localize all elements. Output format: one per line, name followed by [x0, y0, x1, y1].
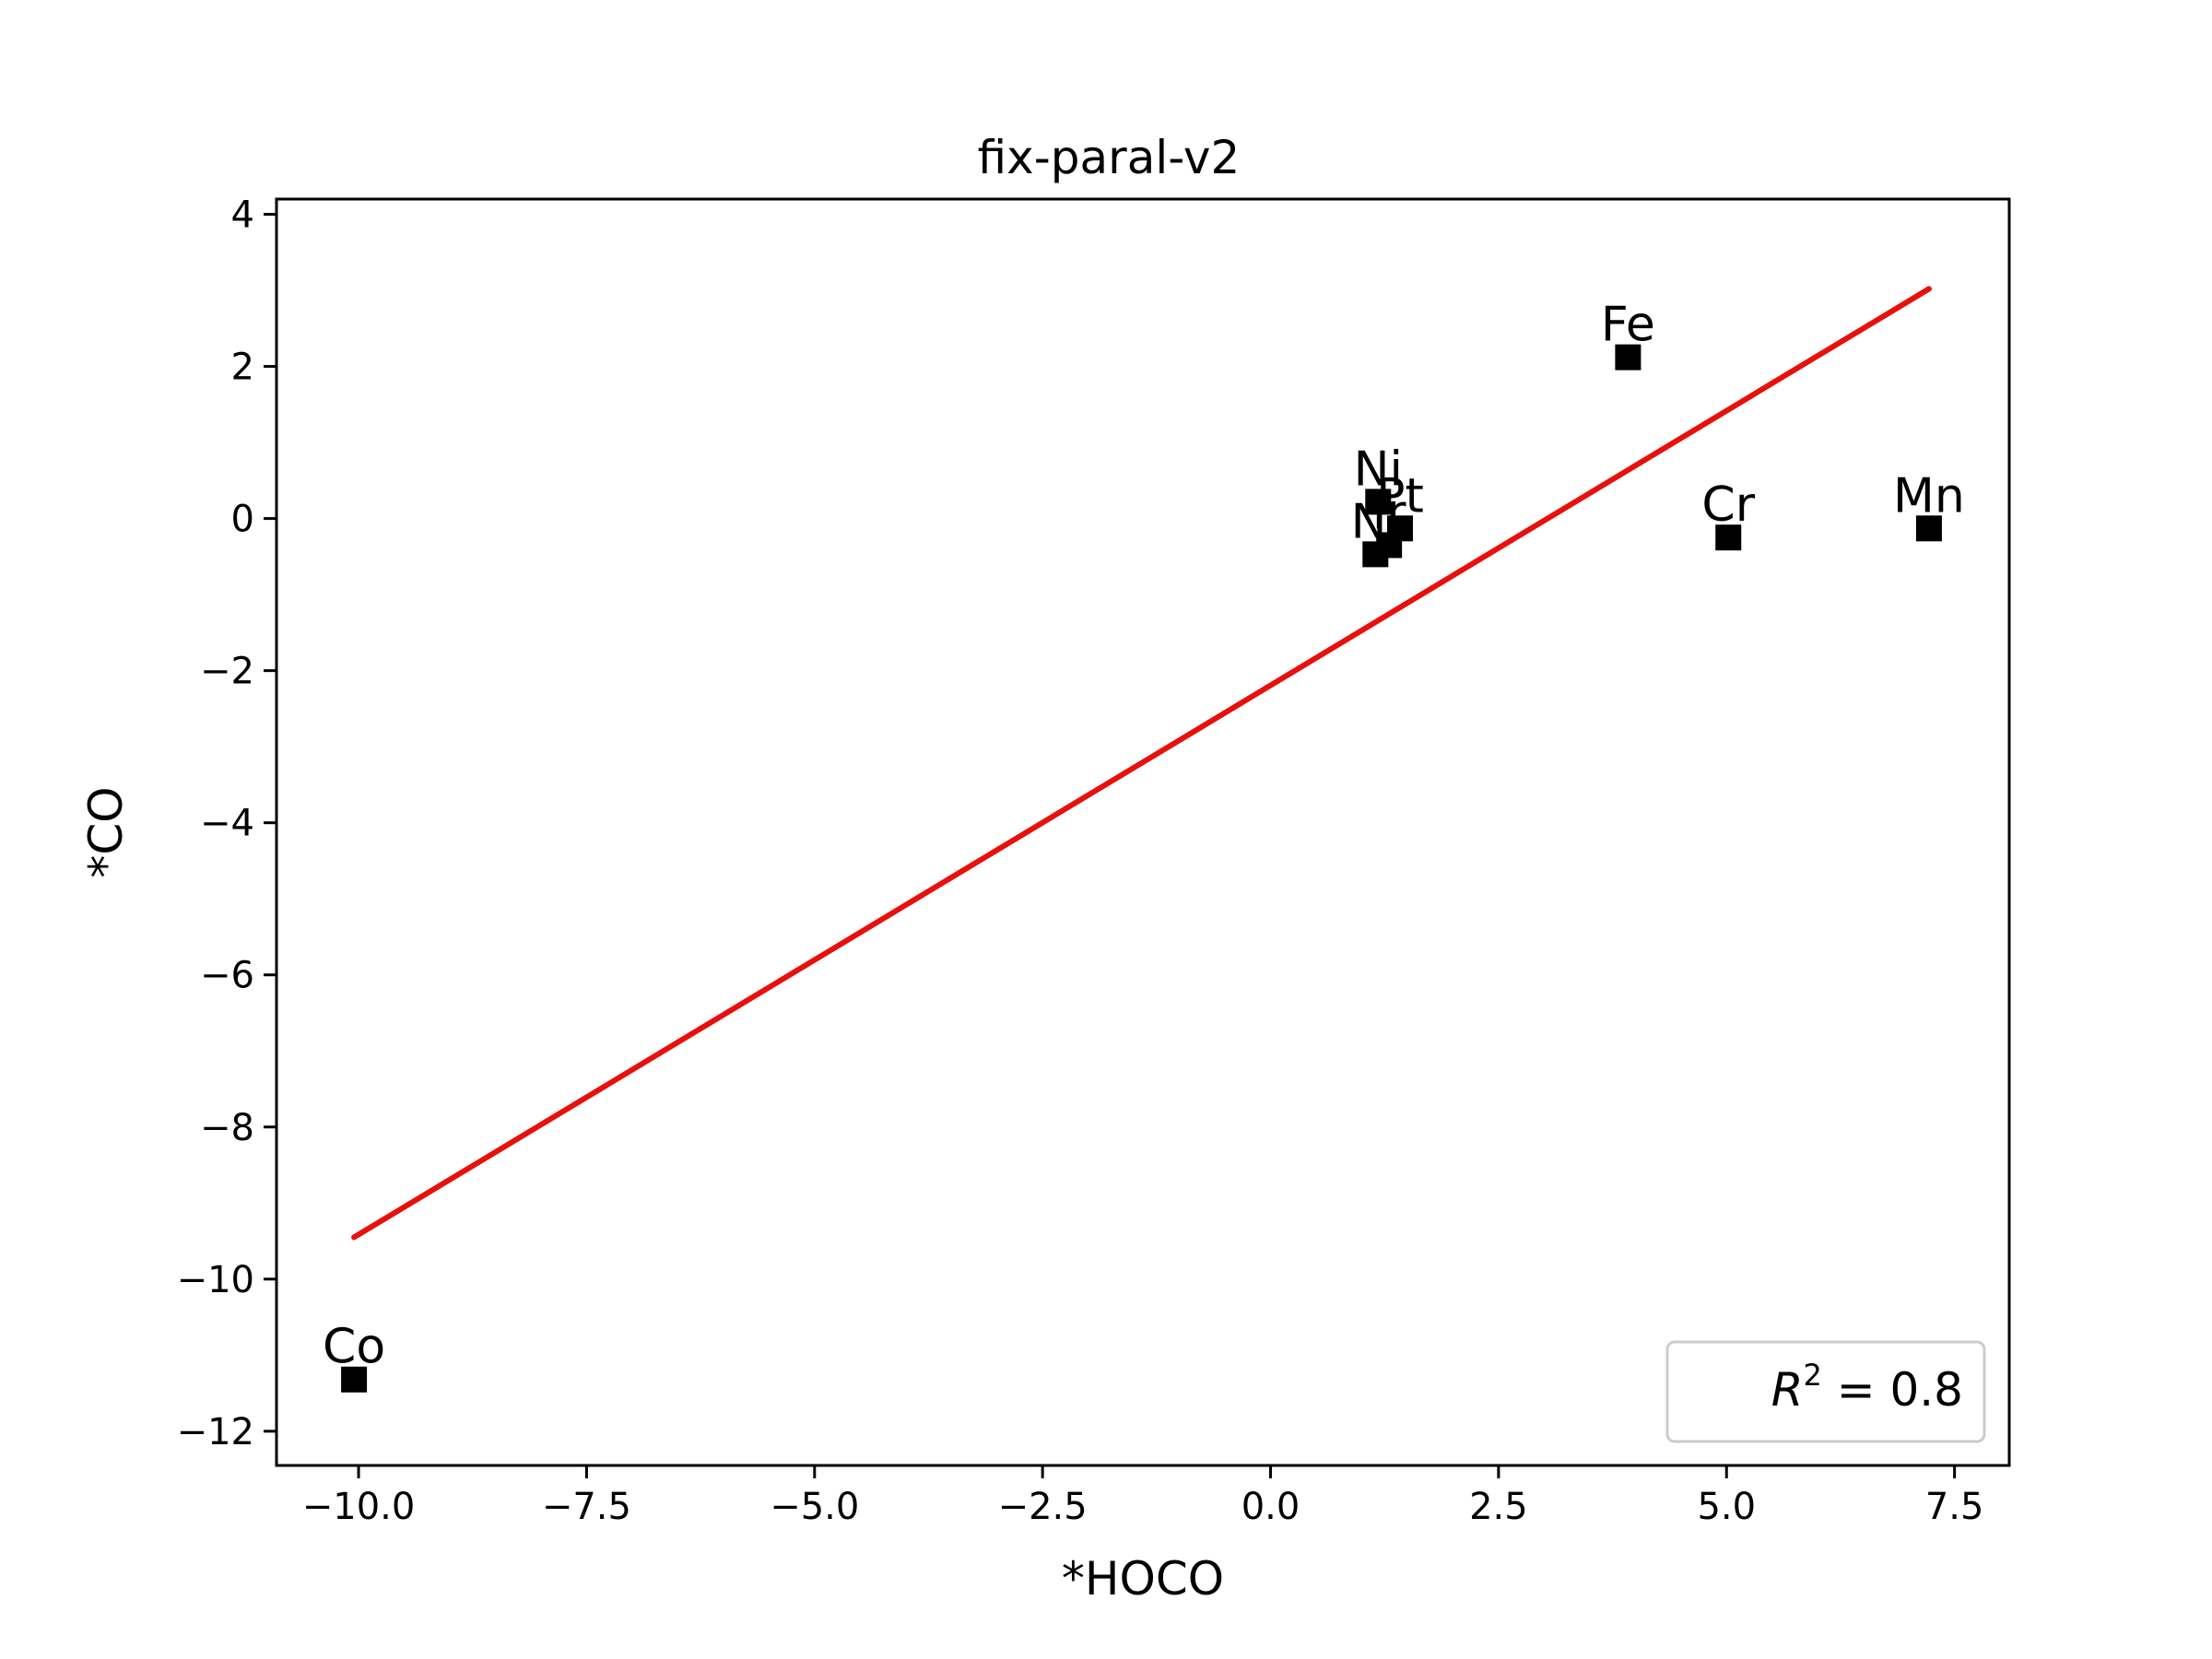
legend-exponent: 2: [1803, 1358, 1821, 1393]
y-tick-label: −10: [177, 1259, 254, 1301]
x-tick-label: 5.0: [1697, 1486, 1756, 1528]
y-tick-label: 2: [231, 347, 254, 389]
x-tick-label: −7.5: [542, 1486, 631, 1528]
chart-title: fix-paral-v2: [978, 131, 1241, 184]
data-point-ni: [1365, 488, 1392, 515]
x-tick-label: 2.5: [1469, 1486, 1528, 1528]
data-points-layer: [341, 344, 1942, 1393]
regression-line-layer: [351, 286, 1932, 1241]
x-axis-ticks: −10.0 −7.5 −5.0 −2.5 0.0 2.5 5.0 7.5: [302, 1465, 1984, 1528]
y-tick-label: −2: [200, 651, 254, 693]
x-tick-label: 7.5: [1925, 1486, 1984, 1528]
legend: R2 = 0.8: [1665, 1340, 1986, 1443]
data-point-co: [341, 1366, 368, 1393]
point-label-pt: Pt: [1376, 468, 1424, 524]
y-tick-label: −4: [200, 803, 254, 845]
x-tick-label: −5.0: [770, 1486, 859, 1528]
point-label-cr: Cr: [1701, 477, 1755, 533]
point-label-mn: Mn: [1893, 468, 1965, 524]
y-tick-label: −6: [200, 955, 254, 997]
x-tick-label: −2.5: [998, 1486, 1088, 1528]
data-point-cr: [1715, 524, 1742, 551]
point-label-ir: Ir: [1372, 485, 1406, 540]
y-axis-label: *CO: [79, 786, 133, 877]
legend-entry: R2 = 0.8: [1771, 1358, 1963, 1417]
legend-box: [1665, 1340, 1986, 1443]
y-tick-label: 4: [231, 194, 254, 237]
legend-r-symbol: R: [1771, 1363, 1804, 1417]
data-point-fe: [1615, 344, 1641, 371]
point-label-co: Co: [323, 1320, 385, 1375]
x-tick-label: −10.0: [302, 1486, 416, 1528]
point-label-fe: Fe: [1601, 298, 1655, 353]
y-tick-label: −12: [177, 1411, 254, 1453]
point-label-ni: Ni: [1351, 494, 1400, 549]
data-point-mn: [1915, 515, 1942, 542]
y-tick-label: 0: [231, 499, 254, 541]
x-axis-label: *HOCO: [1062, 1552, 1224, 1606]
plot-frame: [275, 197, 2011, 1467]
x-tick-label: 0.0: [1241, 1486, 1300, 1528]
y-axis-ticks: 4 2 0 −2 −4 −6 −8 −10 −12: [177, 194, 276, 1453]
regression-line: [351, 286, 1932, 1241]
y-tick-label: −8: [200, 1107, 254, 1149]
data-point-ni: [1362, 541, 1389, 568]
legend-value: = 0.8: [1822, 1363, 1963, 1417]
point-label-ni: Ni: [1354, 441, 1403, 497]
